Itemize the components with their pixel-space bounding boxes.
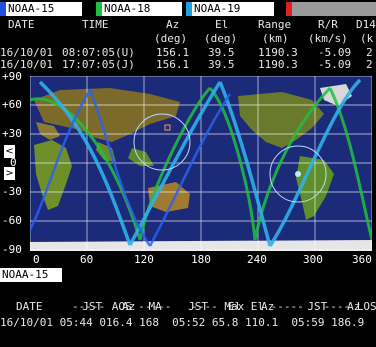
pass-column-headers: DATE JST Az MA JST El Az JST Az: [16, 300, 361, 313]
tab-extra-color-swatch: [286, 2, 292, 16]
tab-noaa-18[interactable]: NOAA-18: [96, 2, 182, 16]
tab-noaa-18-label: NOAA-18: [104, 2, 151, 15]
satellite-tabs: NOAA-15 NOAA-18 NOAA-19: [0, 0, 376, 17]
tab-noaa-15-color-swatch: [0, 2, 6, 16]
visibility-circle-1: [133, 113, 191, 171]
row1-d14: 2: [366, 46, 373, 59]
col-d14: D14: [356, 18, 376, 31]
tab-noaa-15[interactable]: NOAA-15: [0, 2, 82, 16]
satellite-marker: [295, 171, 301, 177]
unit-d14: (k: [360, 32, 374, 45]
eurasia-landmass: [34, 88, 180, 142]
tab-noaa-15-label: NOAA-15: [8, 2, 55, 15]
lat-label-0: 0: [10, 156, 17, 169]
se-asia-landmass: [128, 148, 154, 166]
scroll-right-button[interactable]: >: [4, 167, 15, 180]
unit-range: (km): [262, 32, 289, 45]
noaa-15-track: [30, 89, 232, 247]
col-rr: R/R: [318, 18, 338, 31]
row1-range: 1190.3: [258, 46, 298, 59]
col-time: TIME: [82, 18, 109, 31]
noaa-19-track: [38, 78, 362, 247]
row1-az: 156.1: [156, 46, 190, 59]
unit-az: (deg): [154, 32, 188, 45]
row2-range: 1190.3: [258, 58, 298, 71]
lon-label-360: 360: [352, 253, 372, 266]
row2-rr: -5.09: [318, 58, 352, 71]
lon-label-120: 120: [134, 253, 154, 266]
lat-label-plus-30: +30: [2, 127, 22, 140]
row1-rr: -5.09: [318, 46, 352, 59]
lon-label-0: 0: [33, 253, 40, 266]
ground-station-marker: [164, 124, 171, 131]
tab-noaa-19-label: NOAA-19: [194, 2, 241, 15]
row2-date: 16/10/01: [0, 58, 53, 71]
row2-time: 17:07:05(J): [62, 58, 135, 71]
lon-label-300: 300: [303, 253, 323, 266]
row1-el: 39.5: [208, 46, 235, 59]
row2-az: 156.1: [156, 58, 190, 71]
visibility-circle-2: [269, 145, 327, 203]
tab-noaa-19-color-swatch: [186, 2, 192, 16]
pass-section-headers: ----- AOS ----- ---- Max El ----- ---- L…: [72, 300, 376, 313]
scroll-left-button[interactable]: <: [4, 145, 15, 158]
noaa-18-track: [30, 86, 372, 241]
unit-rr: (km/s): [308, 32, 348, 45]
col-el: El: [215, 18, 229, 31]
lon-label-180: 180: [191, 253, 211, 266]
lat-label-minus-90: -90: [2, 243, 22, 256]
tab-extra[interactable]: [286, 2, 376, 16]
lat-label-plus-90: +90: [2, 70, 22, 83]
lat-label-minus-30: -30: [2, 185, 22, 198]
col-date: DATE: [8, 18, 35, 31]
tab-noaa-19[interactable]: NOAA-19: [186, 2, 274, 16]
lat-label-minus-60: -60: [2, 214, 22, 227]
row1-date: 16/10/01: [0, 46, 53, 59]
pass-prediction-panel: NOAA-15 ----- AOS ----- ---- Max El ----…: [0, 267, 376, 329]
middle-east-landmass: [36, 122, 60, 140]
tracking-header: DATE TIME Az El Range R/R D14 (deg) (deg…: [0, 17, 376, 71]
row1-time: 08:07:05(U): [62, 46, 135, 59]
row2-d14: 2: [366, 58, 373, 71]
lon-label-240: 240: [247, 253, 267, 266]
pass-satellite-name[interactable]: NOAA-15: [0, 268, 62, 282]
lon-label-60: 60: [80, 253, 94, 266]
unit-el: (deg): [204, 32, 238, 45]
lat-label-plus-60: +60: [2, 98, 22, 111]
row2-el: 39.5: [208, 58, 235, 71]
pass-values-row: 16/10/01 05:44 016.4 168 05:52 65.8 110.…: [0, 316, 365, 329]
world-map-svg: [0, 70, 376, 265]
col-az: Az: [166, 18, 180, 31]
tab-noaa-18-color-swatch: [96, 2, 102, 16]
col-range: Range: [258, 18, 292, 31]
ground-track-map[interactable]: +90 +60 +30 0 -30 -60 -90 < >: [0, 70, 376, 265]
